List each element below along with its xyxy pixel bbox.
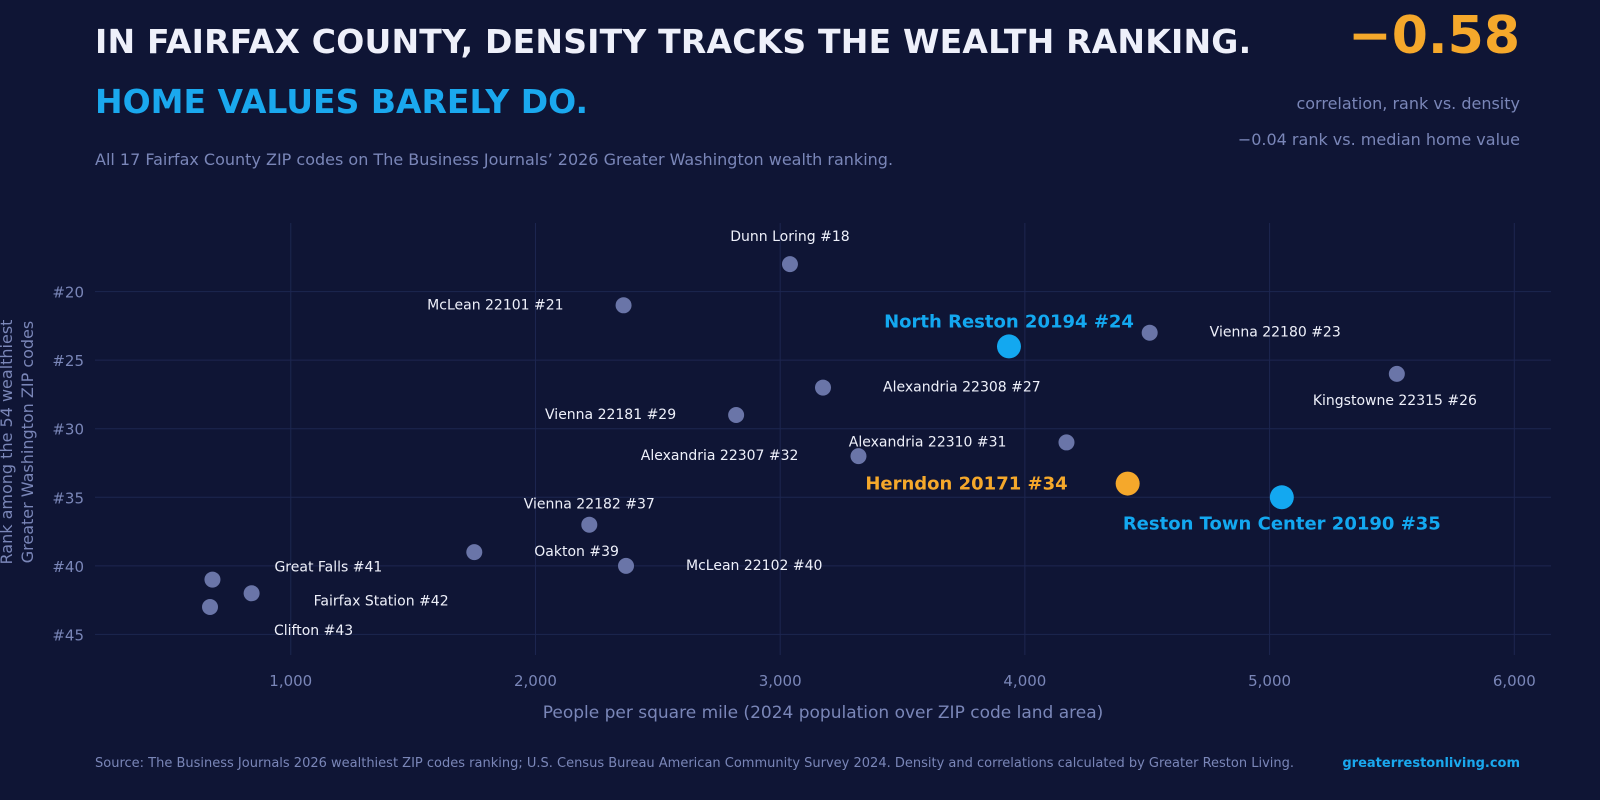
- data-point: [1388, 365, 1405, 382]
- x-tick-label: 1,000: [269, 672, 312, 690]
- y-tick-label: #20: [52, 284, 84, 302]
- data-point: [202, 599, 219, 615]
- secondary-correlation: −0.04 rank vs. median home value: [1237, 130, 1520, 149]
- site-link[interactable]: greaterrestonliving.com: [1342, 756, 1520, 771]
- data-point: [615, 297, 632, 314]
- data-point: [815, 379, 831, 396]
- source-note: Source: The Business Journals 2026 wealt…: [95, 756, 1294, 771]
- data-point-label: Vienna 22181 #29: [545, 407, 676, 423]
- data-point-label: Reston Town Center 20190 #35: [1123, 513, 1441, 534]
- chart-title-line2: HOME VALUES BARELY DO.: [95, 82, 589, 121]
- data-point: [1115, 471, 1140, 496]
- y-tick-label: #30: [52, 421, 84, 439]
- data-point-label: Fairfax Station #42: [314, 593, 449, 609]
- data-point-label: North Reston 20194 #24: [884, 311, 1134, 332]
- data-point: [1058, 434, 1075, 451]
- data-point: [1141, 324, 1158, 341]
- data-point: [243, 585, 260, 602]
- data-point-label: Oakton #39: [534, 544, 619, 560]
- data-point-label: Clifton #43: [274, 623, 353, 639]
- y-tick-label: #40: [52, 558, 84, 576]
- data-point: [781, 256, 798, 273]
- data-point-label: Vienna 22182 #37: [524, 497, 655, 513]
- data-point-label: Alexandria 22307 #32: [641, 448, 799, 464]
- y-tick-label: #25: [52, 352, 84, 370]
- data-point-label: Kingstowne 22315 #26: [1313, 393, 1477, 409]
- data-point-label: Alexandria 22308 #27: [883, 380, 1041, 396]
- data-point: [466, 544, 483, 561]
- x-axis-title: People per square mile (2024 population …: [543, 703, 1104, 723]
- x-tick-label: 6,000: [1493, 672, 1536, 690]
- data-point-label: Herndon 20171 #34: [865, 474, 1067, 495]
- correlation-value: −0.58: [1348, 6, 1520, 66]
- y-tick-label: #35: [52, 489, 84, 507]
- data-point: [850, 448, 867, 465]
- x-tick-label: 4,000: [1003, 672, 1046, 690]
- scatter-chart: 1,000 2,000 3,000 4,000 5,000 6,000 #20 #25 #30 #…: [0, 223, 1551, 723]
- data-point: [204, 571, 221, 588]
- data-point: [581, 516, 598, 533]
- data-point-label: Alexandria 22310 #31: [849, 434, 1007, 450]
- x-tick-label: 3,000: [759, 672, 802, 690]
- chart-title-line1: IN FAIRFAX COUNTY, DENSITY TRACKS THE WE…: [95, 22, 1252, 61]
- data-point-label: McLean 22102 #40: [686, 558, 822, 574]
- y-axis-title: Rank among the 54 wealthiest Greater Wash…: [0, 320, 37, 565]
- data-point: [1269, 485, 1294, 510]
- data-point-label: Vienna 22180 #23: [1210, 325, 1341, 341]
- y-tick-label: #45: [52, 626, 84, 644]
- data-point: [728, 407, 745, 423]
- data-point: [996, 334, 1021, 359]
- data-point-label: Dunn Loring #18: [730, 229, 849, 245]
- x-tick-label: 2,000: [514, 672, 557, 690]
- data-point-label: Great Falls #41: [274, 560, 382, 576]
- chart-subtitle: All 17 Fairfax County ZIP codes on The B…: [95, 150, 894, 169]
- x-tick-label: 5,000: [1248, 672, 1291, 690]
- correlation-label: correlation, rank vs. density: [1296, 94, 1520, 113]
- data-point-label: McLean 22101 #21: [427, 297, 563, 313]
- data-point: [618, 557, 635, 574]
